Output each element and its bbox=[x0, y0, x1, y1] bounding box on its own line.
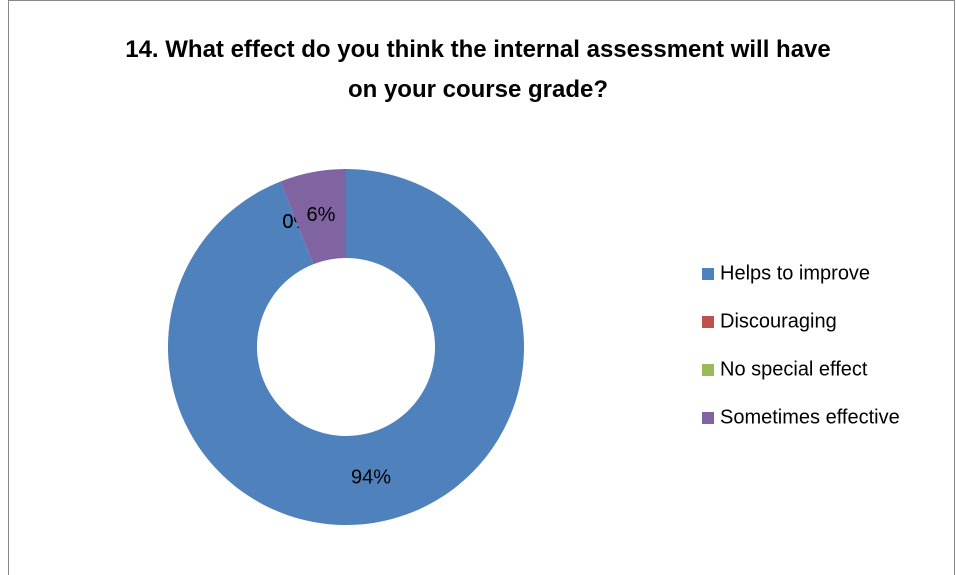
legend-label: Helps to improve bbox=[720, 262, 870, 284]
chart-title: 14. What effect do you think the interna… bbox=[125, 36, 831, 103]
donut-segment bbox=[280, 169, 346, 265]
legend-label: Sometimes effective bbox=[720, 406, 900, 428]
data-label: 6% bbox=[307, 204, 336, 226]
legend-label: Discouraging bbox=[720, 310, 837, 332]
legend-swatch bbox=[702, 412, 714, 424]
data-label: 94% bbox=[351, 466, 391, 488]
legend-label: No special effect bbox=[720, 358, 868, 380]
legend-swatch bbox=[702, 364, 714, 376]
legend-swatch bbox=[702, 268, 714, 280]
legend-swatch bbox=[702, 316, 714, 328]
donut-segment bbox=[168, 169, 524, 525]
